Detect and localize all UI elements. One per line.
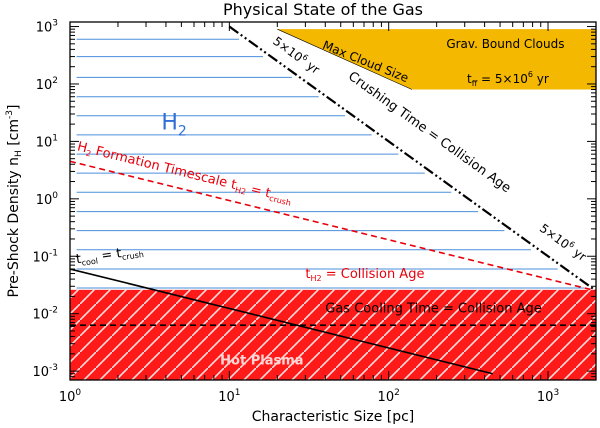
axes: 100 101 102 103 10-3 10-2 10-1 100 101 102 103 [32,19,597,405]
y-tick-label: 101 [36,133,58,150]
y-tick-label: 10-1 [32,248,58,265]
gas-cooling-label: Gas Cooling Time = Collision Age [325,301,541,316]
series-line-1 [228,25,596,292]
series-line-0 [277,28,413,90]
y-axis-label: Pre-Shock Density nH [cm-3] [5,105,24,298]
y-tick-label: 103 [36,19,58,36]
x-axis-label: Characteristic Size [pc] [252,409,415,425]
series-line-3 [70,268,493,375]
series-line-2 [70,160,596,292]
y-tick-label: 10-2 [32,306,58,323]
five-e6-lower-label: 5×106 yr [537,220,590,264]
tcool-label: tcool = tcrush [75,243,144,268]
plot-area [70,25,596,380]
x-tick-label: 101 [218,388,240,405]
y-tick-label: 100 [36,191,59,208]
h2-label: H2 [161,111,186,140]
grav-bound-label: Grav. Bound Clouds [446,37,564,51]
th2-collision-label: tH2 = Collision Age [305,267,424,283]
x-tick-label: 100 [59,388,82,405]
grav-bound-region [277,29,596,90]
chart-title: Physical State of the Gas [223,0,423,19]
y-tick-label: 102 [36,76,58,93]
y-tick-label: 10-3 [32,363,58,380]
x-tick-label: 102 [378,388,400,405]
hot-plasma-label: Hot Plasma [220,354,303,369]
tff-label: tff = 5×106 yr [467,70,549,88]
x-tick-label: 103 [537,388,559,405]
